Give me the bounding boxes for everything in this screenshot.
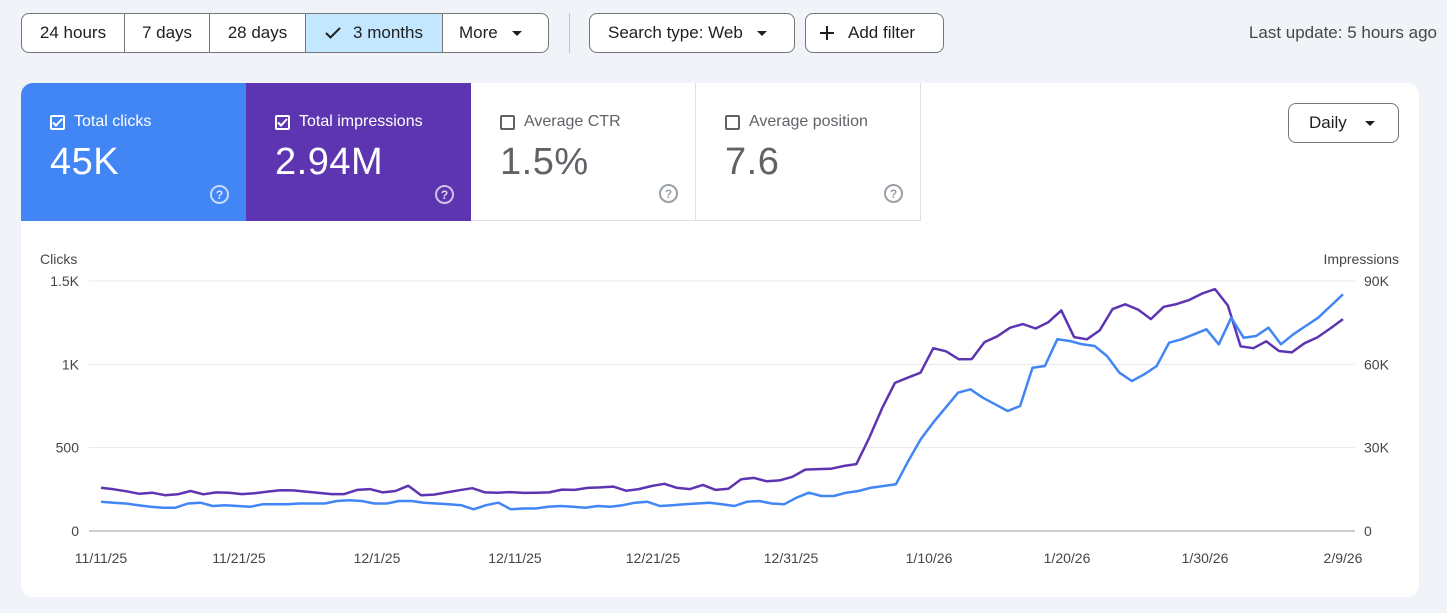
search-type-label: Search type: Web [608,23,743,42]
last-update-text: Last update: 5 hours ago [1248,23,1437,42]
left-axis-tick-label: 1K [62,356,80,372]
x-axis-tick-label: 12/1/25 [354,550,401,566]
check-icon [325,27,341,39]
series-line-total-clicks[interactable] [100,293,1344,511]
checkbox-checked-icon[interactable] [275,114,290,130]
add-filter-button[interactable]: Add filter [805,13,944,53]
add-filter-label: Add filter [848,23,916,42]
right-axis-title: Impressions [1324,251,1399,267]
checkbox-unchecked-icon[interactable] [725,114,740,130]
metric-label: Average position [749,113,868,130]
range-28-days-button[interactable]: 28 days [210,14,306,52]
x-axis-ticks: 11/11/25 11/21/25 12/1/25 12/11/25 12/21/25 1… [75,550,1363,566]
metric-label-row: Average position [725,113,920,131]
range-3-months-button[interactable]: 3 months [306,14,443,52]
granularity-label: Daily [1309,113,1347,132]
help-icon[interactable]: ? [884,184,903,203]
x-axis-tick-label: 1/10/26 [906,550,953,566]
left-axis-tick-label: 500 [56,440,80,456]
range-more-label: More [459,23,498,42]
right-axis-ticks: 90K 60K 30K 0 [1364,273,1390,539]
right-axis-tick-label: 90K [1364,273,1390,289]
metric-label-row: Total clicks [50,113,246,131]
x-axis-tick-label: 2/9/26 [1324,550,1363,566]
x-axis-tick-label: 11/11/25 [75,550,128,566]
metric-average-ctr[interactable]: Average CTR 1.5% ? [471,83,696,221]
x-axis-tick-label: 1/30/26 [1182,550,1229,566]
performance-card: Total clicks 45K ? Total impressions 2.9… [21,83,1419,597]
left-axis-tick-label: 0 [71,523,79,539]
help-icon[interactable]: ? [435,185,454,204]
dropdown-arrow-icon [1364,120,1375,126]
metric-label: Total impressions [299,113,423,130]
x-axis-tick-label: 12/31/25 [764,550,819,566]
x-axis-tick-label: 1/20/26 [1044,550,1091,566]
metric-value: 1.5% [500,141,589,183]
x-axis-tick-label: 11/21/25 [212,550,266,566]
metric-value: 45K [50,141,120,183]
range-24-hours-button[interactable]: 24 hours [22,14,125,52]
dropdown-arrow-icon [756,30,767,36]
left-axis-tick-label: 1.5K [50,273,79,289]
help-icon[interactable]: ? [210,185,229,204]
help-icon[interactable]: ? [659,184,678,203]
metric-average-position[interactable]: Average position 7.6 ? [696,83,921,221]
range-more-dropdown[interactable]: More [443,14,548,52]
toolbar: 24 hours 7 days 28 days 3 months More Se… [21,13,1437,53]
dropdown-arrow-icon [511,30,522,36]
range-7-days-button[interactable]: 7 days [125,14,210,52]
chart-series [100,287,1344,511]
plus-icon [820,26,834,40]
metric-label: Average CTR [524,113,621,130]
chart-grid [89,280,1355,532]
metric-label-row: Average CTR [500,113,695,131]
series-line-total-impressions[interactable] [100,287,1344,497]
x-axis-tick-label: 12/11/25 [488,550,542,566]
left-axis-title: Clicks [40,251,77,267]
metric-value: 2.94M [275,141,384,183]
date-range-selector: 24 hours 7 days 28 days 3 months More [21,13,549,53]
left-axis-ticks: 1.5K 1K 500 0 [50,273,79,539]
toolbar-divider [569,13,570,53]
right-axis-tick-label: 60K [1364,356,1390,372]
granularity-dropdown[interactable]: Daily [1288,103,1399,143]
metric-label-row: Total impressions [275,113,471,131]
range-3-months-label: 3 months [353,23,423,42]
metric-value: 7.6 [725,141,780,183]
metric-total-impressions[interactable]: Total impressions 2.94M ? [246,83,471,221]
checkbox-unchecked-icon[interactable] [500,114,515,130]
right-axis-tick-label: 0 [1364,523,1372,539]
x-axis-tick-label: 12/21/25 [626,550,681,566]
metric-total-clicks[interactable]: Total clicks 45K ? [21,83,246,221]
performance-chart: Clicks Impressions 1.5K 1K 500 0 90K 60K 30K 0… [40,251,1399,566]
metric-label: Total clicks [74,113,152,130]
right-axis-tick-label: 30K [1364,440,1390,456]
checkbox-checked-icon[interactable] [50,114,65,130]
search-type-dropdown[interactable]: Search type: Web [589,13,795,53]
